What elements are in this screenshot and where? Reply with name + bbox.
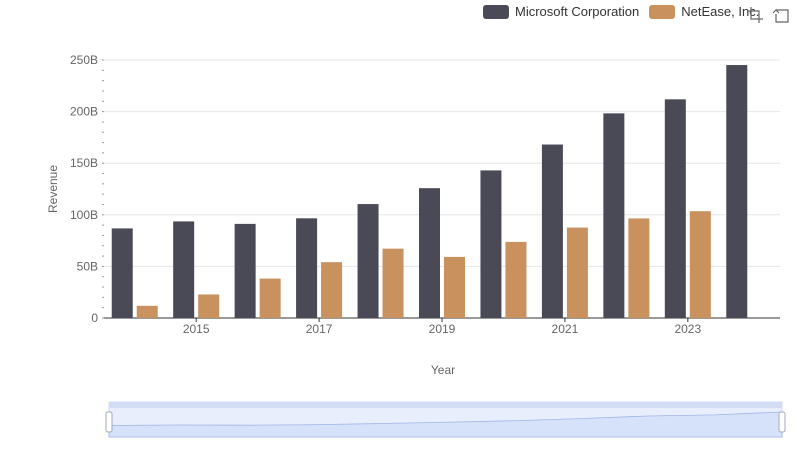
toolbox [746, 6, 790, 24]
datazoom-handle-right[interactable] [778, 411, 786, 433]
y-tick-label: 0 [91, 311, 98, 325]
datazoom-handle-left[interactable] [105, 411, 113, 433]
bar-microsoft-2022[interactable] [603, 113, 625, 318]
x-tick-label: 2017 [306, 322, 333, 336]
legend-swatch-microsoft [483, 4, 509, 19]
datazoom-bar[interactable] [109, 402, 782, 408]
restore-icon[interactable] [772, 6, 790, 24]
x-axis-title: Year [431, 363, 455, 377]
bar-netease-2017[interactable] [321, 262, 343, 318]
legend-item-microsoft[interactable]: Microsoft Corporation [483, 4, 639, 19]
legend-item-netease[interactable]: NetEase, Inc. [649, 4, 759, 19]
bar-microsoft-2016[interactable] [234, 223, 256, 318]
x-tick-label: 2019 [429, 322, 456, 336]
bars [111, 65, 748, 319]
bar-microsoft-2018[interactable] [357, 204, 379, 318]
bar-netease-2016[interactable] [259, 278, 281, 318]
legend-label-microsoft: Microsoft Corporation [515, 4, 640, 19]
bar-netease-2023[interactable] [689, 211, 711, 318]
y-tick-label: 100B [70, 208, 98, 222]
bar-netease-2014[interactable] [136, 305, 158, 318]
bar-netease-2021[interactable] [566, 227, 588, 318]
legend: Microsoft Corporation NetEase, Inc. [483, 4, 759, 19]
datazoom-preview [108, 411, 783, 438]
bar-microsoft-2015[interactable] [173, 221, 195, 318]
datazoom-slider[interactable] [105, 401, 786, 438]
legend-label-netease: NetEase, Inc. [681, 4, 760, 19]
bar-netease-2019[interactable] [444, 256, 465, 318]
bar-microsoft-2020[interactable] [480, 170, 502, 318]
y-axis-title: Revenue [46, 165, 60, 213]
x-tick-label: 2023 [674, 322, 701, 336]
axes: 0 50B 100B 150B 200B 250B 2015 2017 2019 2021 2023 [70, 53, 780, 336]
x-tick-label: 2015 [183, 322, 210, 336]
y-tick-label: 200B [70, 105, 98, 119]
bar-netease-2020[interactable] [505, 241, 527, 318]
y-tick-label: 250B [70, 53, 98, 67]
bar-microsoft-2024[interactable] [726, 65, 748, 319]
bar-microsoft-2021[interactable] [541, 144, 563, 318]
bar-microsoft-2017[interactable] [296, 218, 318, 318]
bar-microsoft-2014[interactable] [111, 228, 133, 318]
bar-netease-2022[interactable] [628, 218, 650, 318]
bar-netease-2015[interactable] [198, 294, 220, 318]
bar-microsoft-2019[interactable] [419, 188, 440, 318]
x-tick-label: 2021 [552, 322, 579, 336]
legend-swatch-netease [649, 4, 676, 19]
bar-microsoft-2023[interactable] [664, 99, 686, 318]
zoom-icon[interactable] [746, 6, 764, 24]
y-tick-label: 150B [70, 156, 98, 170]
bar-netease-2018[interactable] [382, 248, 404, 318]
y-tick-label: 50B [77, 259, 98, 273]
